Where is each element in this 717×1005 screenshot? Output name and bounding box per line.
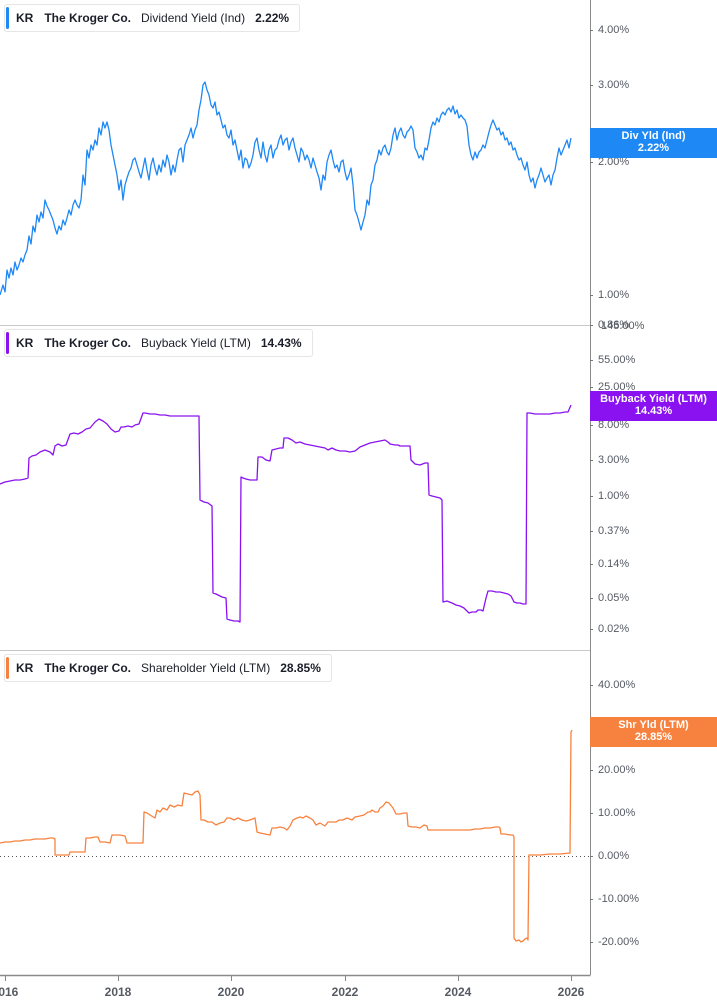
y-tick-mark	[590, 85, 593, 86]
legend-ticker: KR	[16, 11, 34, 25]
y-tick-mark	[590, 899, 593, 900]
x-tick-label: 2024	[444, 985, 472, 999]
x-tick-mark	[5, 976, 6, 981]
dividend-yield-price-tag: Div Yld (Ind) 2.22%	[590, 128, 717, 158]
y-tick-mark	[590, 531, 593, 532]
legend-metric: Buyback Yield (LTM)	[141, 336, 251, 350]
price-tag-value: 14.43%	[634, 405, 673, 417]
dividend-yield-line	[0, 81, 572, 296]
price-tag-label: Div Yld (Ind)	[621, 130, 686, 142]
y-tick-label: 0.86%	[598, 319, 630, 331]
y-tick-mark	[590, 496, 593, 497]
y-tick-mark	[590, 425, 593, 426]
y-tick-label: 25.00%	[598, 381, 636, 393]
y-tick-label: 1.00%	[598, 490, 630, 502]
y-tick-mark	[590, 770, 593, 771]
y-tick-label: 3.00%	[598, 79, 630, 91]
x-tick-label: 2026	[557, 985, 585, 999]
y-tick-label: 0.02%	[598, 623, 630, 635]
x-tick-label: 2020	[217, 985, 245, 999]
y-tick-label: -10.00%	[598, 893, 639, 905]
price-tag-label: Buyback Yield (LTM)	[600, 393, 707, 405]
y-tick-mark	[590, 942, 593, 943]
y-tick-mark	[590, 360, 593, 361]
legend-company: The Kroger Co.	[44, 336, 132, 350]
y-tick-label: 0.14%	[598, 558, 630, 570]
y-tick-label: 0.00%	[598, 850, 630, 862]
buyback-yield-price-tag: Buyback Yield (LTM) 14.43%	[590, 391, 717, 421]
y-tick-mark	[590, 629, 593, 630]
shareholder-yield-legend[interactable]: KR The Kroger Co. Shareholder Yield (LTM…	[4, 654, 332, 682]
buyback-yield-legend[interactable]: KR The Kroger Co. Buyback Yield (LTM) 14…	[4, 329, 313, 357]
y-tick-mark	[590, 598, 593, 599]
legend-company: The Kroger Co.	[44, 11, 132, 25]
x-tick-label: 2016	[0, 985, 19, 999]
y-tick-label: 3.00%	[598, 454, 630, 466]
legend-value: 28.85%	[280, 661, 321, 675]
series-color-swatch	[6, 657, 9, 679]
y-tick-label: 0.05%	[598, 592, 630, 604]
dividend-yield-legend[interactable]: KR The Kroger Co. Dividend Yield (Ind) 2…	[4, 4, 301, 32]
price-tag-value: 2.22%	[637, 142, 670, 154]
shareholder-yield-price-tag: Shr Yld (LTM) 28.85%	[590, 717, 717, 747]
legend-metric: Shareholder Yield (LTM)	[141, 661, 271, 675]
x-tick-mark	[571, 976, 572, 981]
series-color-swatch	[6, 332, 9, 354]
legend-value: 14.43%	[260, 336, 302, 350]
legend-ticker: KR	[16, 336, 34, 350]
y-tick-mark	[590, 813, 593, 814]
buyback-yield-line	[0, 404, 572, 623]
shareholder-yield-line	[0, 729, 573, 943]
y-tick-label: -20.00%	[598, 936, 639, 948]
y-tick-mark	[590, 162, 593, 163]
x-tick-mark	[231, 976, 232, 981]
x-tick-mark	[118, 976, 119, 981]
y-tick-mark	[590, 856, 593, 857]
y-tick-mark	[590, 295, 593, 296]
y-tick-mark	[590, 325, 593, 326]
y-tick-mark	[590, 460, 593, 461]
x-tick-label: 2018	[104, 985, 132, 999]
buyback-yield-panel: KR The Kroger Co. Buyback Yield (LTM) 14…	[0, 325, 717, 650]
y-tick-mark	[590, 387, 593, 388]
y-tick-label: 8.00%	[598, 419, 630, 431]
y-tick-label: 0.37%	[598, 525, 630, 537]
price-tag-value: 28.85%	[634, 731, 673, 743]
shareholder-yield-panel: KR The Kroger Co. Shareholder Yield (LTM…	[0, 650, 717, 975]
series-color-swatch	[6, 7, 9, 29]
x-tick-mark	[458, 976, 459, 981]
y-tick-mark	[590, 30, 593, 31]
y-tick-mark	[590, 685, 593, 686]
legend-metric: Dividend Yield (Ind)	[141, 11, 246, 25]
y-tick-label: 40.00%	[598, 679, 636, 691]
y-tick-label: 10.00%	[598, 807, 636, 819]
legend-value: 2.22%	[255, 11, 290, 25]
x-tick-mark	[345, 976, 346, 981]
y-tick-label: 145.00%	[601, 320, 645, 332]
y-tick-label: 20.00%	[598, 764, 636, 776]
x-tick-label: 2022	[331, 985, 359, 999]
legend-ticker: KR	[16, 661, 34, 675]
price-tag-label: Shr Yld (LTM)	[618, 719, 689, 731]
y-tick-label: 2.00%	[598, 156, 630, 168]
legend-company: The Kroger Co.	[44, 661, 132, 675]
dividend-yield-panel: KR The Kroger Co. Dividend Yield (Ind) 2…	[0, 0, 717, 325]
y-tick-label: 4.00%	[598, 24, 630, 36]
y-tick-mark	[590, 564, 593, 565]
y-tick-label: 55.00%	[598, 354, 636, 366]
y-tick-label: 1.00%	[598, 289, 630, 301]
